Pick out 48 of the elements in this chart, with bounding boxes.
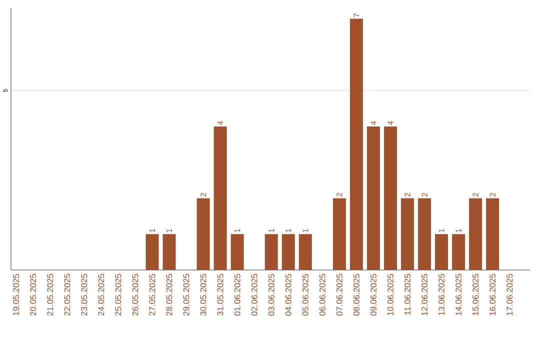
- x-tick-label: 02.06.2025: [251, 274, 258, 316]
- x-tick-label: 30.05.2025: [200, 274, 206, 316]
- bar: [298, 234, 312, 270]
- x-tick-label: 26.05.2025: [132, 274, 138, 316]
- x-tick-label: 25.05.2025: [115, 274, 122, 316]
- x-tick-label: 15.06.2025: [472, 274, 479, 316]
- x-tick-label: 31.05.2025: [217, 274, 224, 316]
- x-tick-label: 14.06.2025: [456, 274, 462, 316]
- x-tick-label: 23.05.2025: [81, 274, 88, 316]
- x-tick-label: 20.05.2025: [30, 274, 36, 316]
- bar: [350, 18, 363, 270]
- x-tick-label: 22.05.2025: [64, 274, 70, 316]
- bar: [366, 126, 380, 270]
- x-tick-label: 17.06.2025: [506, 274, 513, 316]
- x-tick-label: 04.06.2025: [285, 274, 292, 316]
- bar: [486, 198, 500, 270]
- x-tick-label: 07.06.2025: [336, 274, 342, 316]
- x-tick-label: 16.06.2025: [490, 274, 496, 316]
- x-tick-label: 19.05.2025: [13, 274, 20, 316]
- bar: [400, 198, 414, 270]
- x-tick-label: 10.06.2025: [387, 274, 394, 316]
- x-tick-label: 11.06.2025: [404, 274, 410, 315]
- bar: [418, 198, 432, 270]
- bar: [264, 234, 278, 270]
- bar: [435, 234, 448, 270]
- x-tick-label: 09.06.2025: [370, 274, 376, 316]
- bar: [230, 234, 244, 270]
- x-tick-label: 29.05.2025: [183, 274, 190, 316]
- x-tick-label: 03.06.2025: [268, 274, 274, 316]
- bar: [282, 234, 295, 270]
- x-tick-label: 06.06.2025: [319, 274, 326, 316]
- x-tick-label: 24.05.2025: [98, 274, 104, 316]
- x-tick-label: 28.05.2025: [166, 274, 172, 316]
- bar: [452, 234, 466, 270]
- x-tick-label: 12.06.2025: [422, 274, 428, 316]
- bar: [146, 234, 159, 270]
- x-tick-label: 05.06.2025: [302, 274, 308, 316]
- bar: [384, 126, 397, 270]
- bar: [214, 126, 227, 270]
- x-tick-label: 13.06.2025: [438, 274, 445, 316]
- x-tick-label: 08.06.2025: [353, 274, 360, 316]
- x-tick-label: 27.05.2025: [149, 274, 156, 316]
- bar: [196, 198, 210, 270]
- x-tick-label: 21.05.2025: [47, 274, 54, 316]
- x-tick-label: 01.06.2025: [234, 274, 240, 316]
- bar: [162, 234, 176, 270]
- bar: [332, 198, 346, 270]
- bar: [469, 198, 482, 270]
